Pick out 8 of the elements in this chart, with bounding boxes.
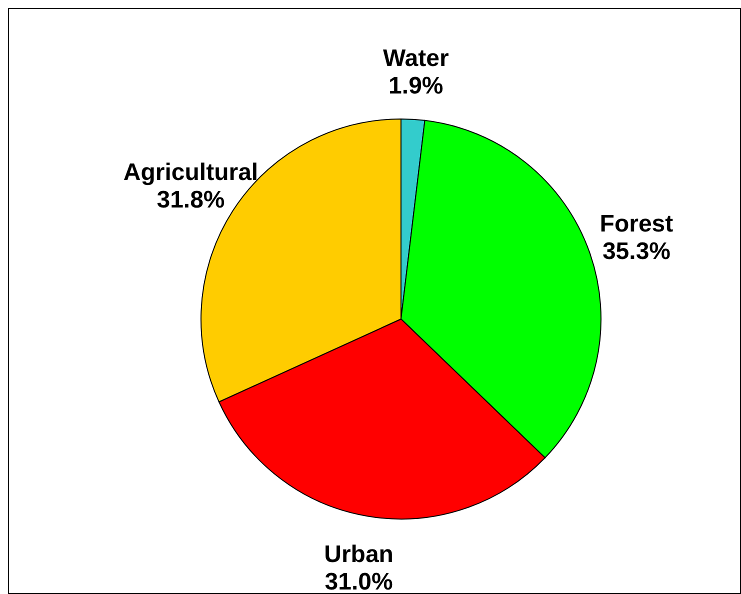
data-label: 31.0% [324, 568, 393, 594]
data-label: 31.8% [156, 186, 225, 214]
data-label: 35.3% [602, 238, 671, 266]
slice-label: Urban [324, 540, 394, 568]
slice-label: Agricultural [123, 159, 258, 186]
slice-label: Forest [600, 210, 674, 238]
slice-label: Water [383, 44, 449, 72]
data-label: 1.9% [388, 72, 444, 100]
